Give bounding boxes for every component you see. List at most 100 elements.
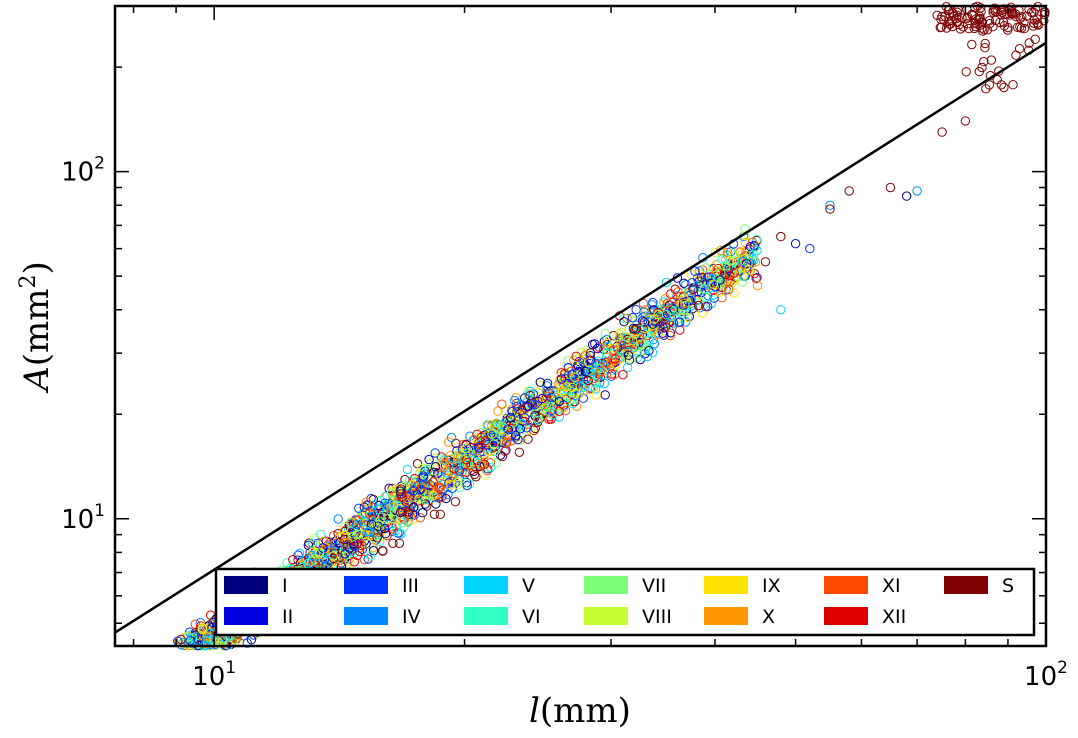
data-point-II	[474, 443, 484, 453]
data-point-VII	[491, 458, 501, 468]
data-point-XII	[502, 415, 513, 426]
legend-label-X: X	[762, 606, 775, 628]
data-point-VIII	[453, 479, 463, 490]
y-tick-base: 10	[61, 158, 94, 188]
data-point-VI	[533, 415, 543, 425]
data-point-X	[653, 329, 663, 340]
data-point-S	[982, 25, 993, 35]
legend-label-XI: XI	[882, 575, 901, 597]
data-point-S	[1011, 50, 1021, 60]
data-point-II	[513, 434, 523, 445]
data-point-V	[451, 460, 462, 471]
data-point-XI	[622, 313, 632, 323]
data-point-S	[394, 538, 405, 548]
data-point-VI	[565, 385, 575, 395]
data-point-IX	[314, 547, 325, 557]
data-point-I	[418, 508, 428, 518]
data-point-VIII	[636, 339, 647, 349]
data-point-VIII	[552, 392, 562, 402]
data-point-VI	[720, 254, 731, 264]
data-point-XI	[697, 265, 708, 275]
data-point-S	[960, 116, 971, 126]
data-point-V	[434, 472, 445, 482]
data-point-IV	[510, 395, 520, 406]
data-point-I	[506, 413, 516, 423]
data-point-S	[964, 23, 974, 34]
data-point-S	[995, 17, 1005, 28]
data-point-I	[395, 507, 406, 518]
data-point-S	[1032, 18, 1043, 28]
data-point-VIII	[428, 473, 438, 483]
data-point-S	[688, 284, 698, 295]
data-point-I	[380, 523, 390, 534]
y-axis-symbol: A	[17, 366, 57, 394]
data-point-XI	[497, 399, 507, 409]
data-point-IX	[591, 390, 601, 400]
data-point-III	[507, 406, 517, 417]
data-point-XII	[594, 342, 604, 352]
legend-swatch-I	[224, 576, 268, 594]
plot-frame	[113, 4, 1048, 648]
data-point-S	[176, 634, 186, 645]
data-point-XI	[540, 394, 550, 404]
legend-swatch-III	[344, 576, 388, 594]
data-point-S	[932, 10, 942, 20]
data-point-VI	[643, 340, 653, 351]
data-point-VI	[644, 335, 654, 345]
data-point-IV	[639, 307, 649, 317]
data-point-X	[660, 293, 671, 304]
data-point-XI	[502, 438, 512, 448]
data-point-VIII	[744, 265, 754, 275]
x-axis-symbol: l	[529, 691, 540, 731]
data-point-VI	[376, 518, 387, 528]
data-point-XI	[523, 419, 533, 429]
data-point-XI	[415, 513, 425, 523]
data-point-VII	[383, 513, 393, 524]
data-point-VII	[534, 409, 544, 419]
data-point-XI	[364, 508, 375, 518]
data-point-S	[523, 434, 533, 444]
data-point-S	[630, 325, 640, 335]
data-point-I	[349, 539, 359, 549]
data-point-IV	[686, 293, 696, 304]
data-point-I	[623, 350, 634, 360]
data-point-S	[1003, 25, 1013, 35]
data-point-S	[450, 497, 461, 507]
data-point-S	[944, 19, 954, 29]
data-point-XII	[288, 555, 298, 565]
data-point-V	[623, 362, 633, 373]
x-tick-label-10: 101	[192, 658, 236, 692]
data-point-S	[980, 43, 990, 53]
data-point-XI	[614, 334, 625, 344]
x-tick-exponent: 1	[225, 658, 236, 678]
data-point-XII	[725, 270, 735, 281]
legend-swatch-II	[224, 607, 268, 625]
data-point-S	[1032, 14, 1042, 24]
data-point-S	[979, 56, 989, 67]
data-point-VII	[621, 353, 631, 364]
data-point-III	[409, 486, 419, 496]
data-point-V	[363, 527, 373, 537]
legend-swatch-IV	[344, 607, 388, 625]
data-point-XII	[618, 370, 628, 380]
legend-swatch-S	[944, 576, 988, 594]
data-point-IV	[348, 545, 358, 555]
data-point-IV	[383, 501, 393, 511]
data-point-III	[454, 466, 465, 476]
data-point-IX	[498, 432, 509, 442]
data-point-II	[424, 454, 434, 465]
data-point-III	[462, 480, 472, 491]
data-point-S	[976, 17, 986, 27]
data-point-III	[687, 278, 697, 288]
data-point-S	[1012, 22, 1023, 32]
data-point-S	[585, 348, 596, 358]
data-point-III	[546, 392, 557, 403]
data-point-I	[408, 502, 419, 512]
data-point-XII	[717, 282, 727, 293]
data-point-I	[668, 304, 679, 314]
data-point-V	[752, 245, 762, 256]
data-point-S	[1019, 17, 1029, 28]
data-point-V	[635, 325, 645, 335]
data-point-X	[446, 454, 456, 464]
